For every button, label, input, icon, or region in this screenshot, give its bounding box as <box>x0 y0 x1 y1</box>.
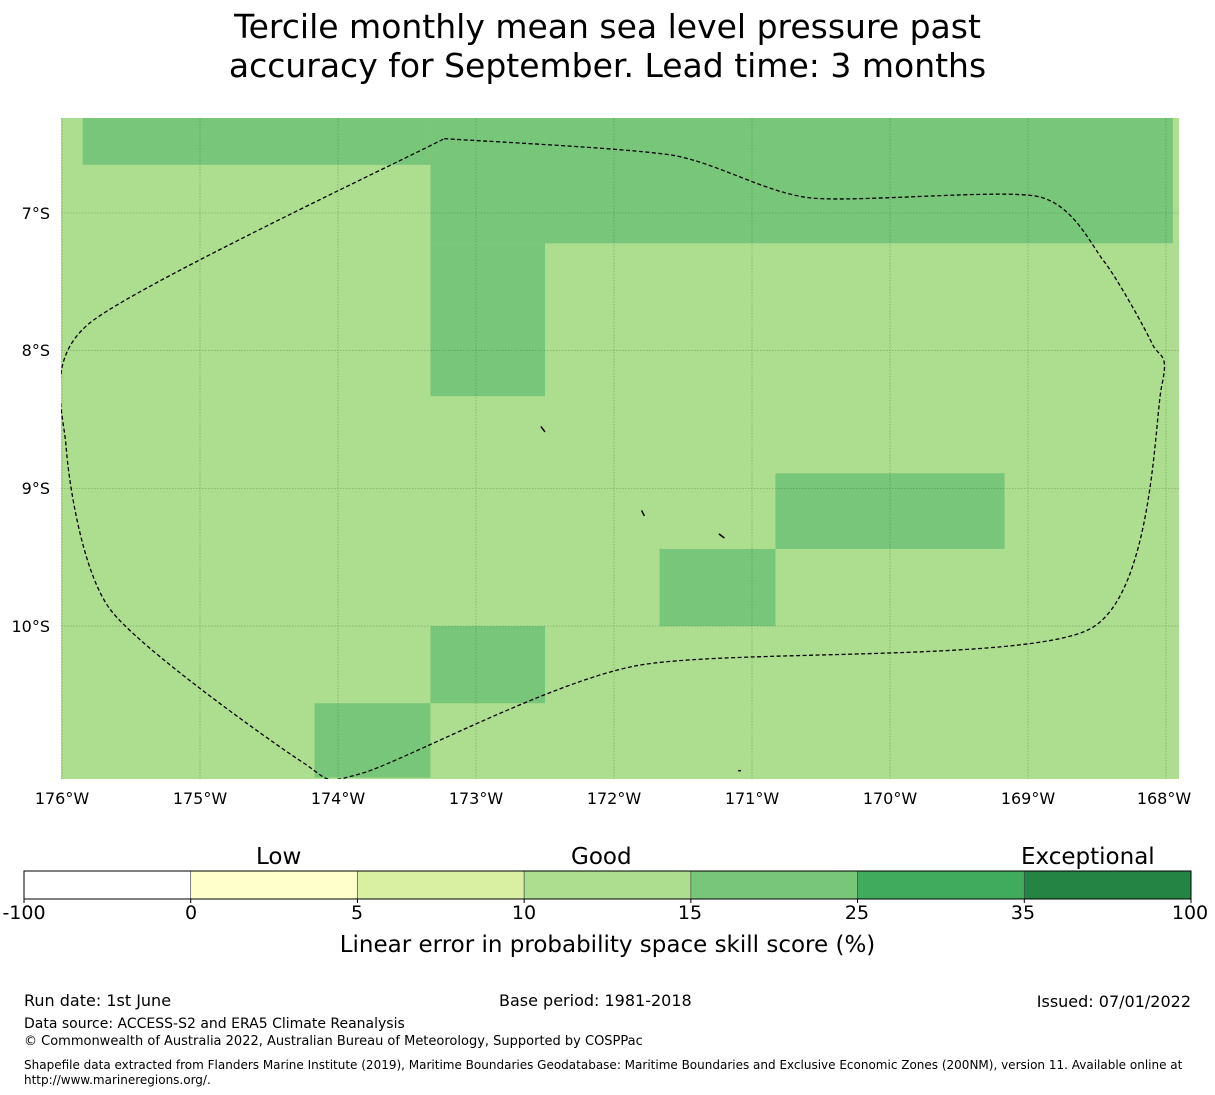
island <box>718 533 725 539</box>
colorbar-segment <box>523 870 692 900</box>
lon-label-168w: 168°W <box>1136 789 1192 808</box>
island <box>640 510 646 517</box>
category-low: Low <box>256 844 302 870</box>
skill-cell <box>82 118 431 165</box>
lat-label-9s: 9°S <box>21 479 50 498</box>
colorbar-tick: 0 <box>184 902 198 924</box>
copyright: © Commonwealth of Australia 2022, Austra… <box>24 1034 643 1049</box>
colorbar-tick: 10 <box>511 902 537 924</box>
category-exceptional: Exceptional <box>1021 844 1155 870</box>
eez-boundary <box>61 137 1166 779</box>
skill-cell <box>775 473 1005 549</box>
skill-cell <box>430 118 1173 244</box>
data-source: Data source: ACCESS-S2 and ERA5 Climate … <box>24 1016 405 1032</box>
colorbar-segment <box>1023 870 1192 900</box>
lat-label-8s: 8°S <box>21 341 50 360</box>
lon-label-174w: 174°W <box>310 789 366 808</box>
skill-cell <box>430 626 545 704</box>
issued-date: Issued: 07/01/2022 <box>1036 992 1191 1011</box>
colorbar <box>23 870 1192 903</box>
colorbar-segment <box>690 870 858 900</box>
lon-label-173w: 173°W <box>448 789 504 808</box>
colorbar-segment <box>857 870 1025 900</box>
colorbar-segment <box>23 870 192 900</box>
run-date: Run date: 1st June <box>24 991 172 1010</box>
island <box>540 425 546 433</box>
colorbar-segment <box>190 870 358 900</box>
category-good: Good <box>571 844 632 870</box>
lon-label-172w: 172°W <box>586 789 642 808</box>
colorbar-tick: -100 <box>2 902 46 924</box>
colorbar-label: Linear error in probability space skill … <box>339 932 876 958</box>
map-plot-area <box>61 118 1179 779</box>
colorbar-tick: 100 <box>1171 902 1209 924</box>
colorbar-tick: 5 <box>350 902 364 924</box>
chart-title-line-2: accuracy for September. Lead time: 3 mon… <box>228 46 987 85</box>
base-period: Base period: 1981-2018 <box>499 991 692 1010</box>
lon-label-169w: 169°W <box>1000 789 1056 808</box>
lon-label-175w: 175°W <box>172 789 228 808</box>
skill-cell <box>314 703 431 778</box>
skill-cell <box>430 243 545 397</box>
shapefile-credit: Shapefile data extracted from Flanders M… <box>24 1058 1183 1087</box>
colorbar-tick: 15 <box>677 902 703 924</box>
colorbar-tick: 25 <box>844 902 870 924</box>
chart-title-line-1: Tercile monthly mean sea level pressure … <box>234 7 981 46</box>
colorbar-segment <box>357 870 525 900</box>
lon-label-170w: 170°W <box>862 789 918 808</box>
colorbar-frame <box>23 870 1192 900</box>
lat-label-7s: 7°S <box>21 204 50 223</box>
skill-cell <box>659 548 776 627</box>
lon-label-171w: 171°W <box>724 789 780 808</box>
colorbar-tick: 35 <box>1010 902 1036 924</box>
lat-label-10s: 10°S <box>11 617 50 636</box>
lon-label-176w: 176°W <box>34 789 90 808</box>
